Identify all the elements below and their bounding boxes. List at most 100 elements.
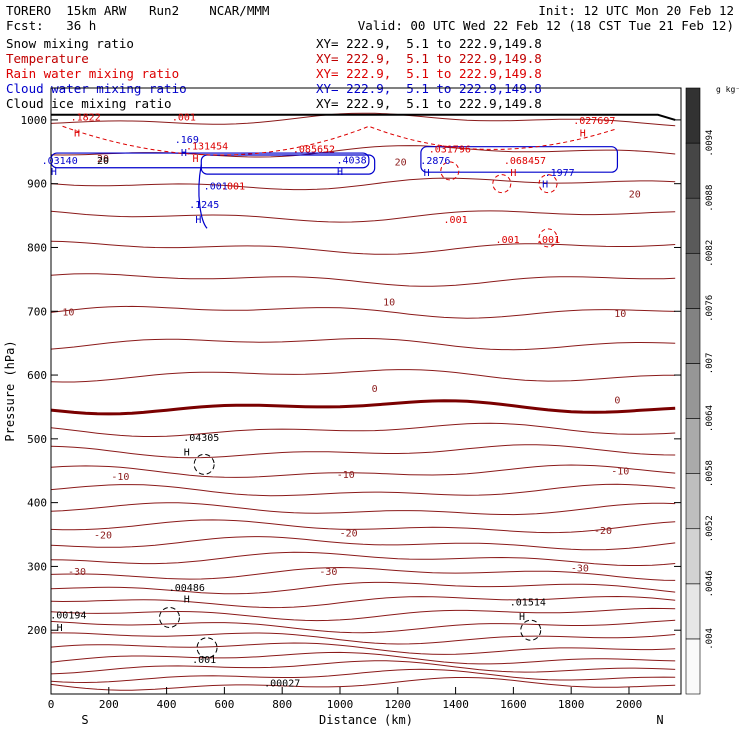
field-value-label: H [542, 180, 548, 191]
x-tick-label: 200 [99, 698, 119, 711]
isotherm-line [50, 444, 676, 459]
colorbar-segment [685, 418, 701, 474]
temperature-contour-label: -30 [319, 567, 337, 578]
field-value-label: .001 [192, 655, 216, 666]
y-tick-label: 200 [27, 624, 47, 637]
field-value-label: .2876 [420, 156, 450, 167]
field-value-label: .1977 [545, 168, 575, 179]
field-value-label: H [57, 623, 63, 634]
header-valid: Valid: 00 UTC Wed 22 Feb 12 (18 CST Tue … [357, 18, 734, 33]
field-value-label: H [337, 167, 343, 178]
field-value-label: .068457 [504, 156, 546, 167]
rain-water-contour [538, 174, 558, 194]
colorbar-unit: g kg⁻¹ [716, 85, 740, 94]
field-value-label: .001 [536, 235, 560, 246]
isotherm-line [50, 566, 676, 581]
field-value-label: .031796 [429, 145, 471, 156]
field-value-label: .04305 [183, 433, 219, 444]
field-value-label: H [580, 129, 586, 140]
header-init: Init: 12 UTC Mon 20 Feb 12 [538, 3, 734, 18]
field-value-label: .00194 [50, 610, 86, 621]
isotherm-line [50, 112, 676, 127]
temperature-contour-label: -30 [68, 567, 86, 578]
field-value-label: .1245 [189, 200, 219, 211]
temperature-contour-label: 10 [383, 298, 395, 309]
isotherm-line [50, 240, 676, 255]
isotherm-line [50, 677, 676, 691]
freezing-isotherm [50, 399, 676, 416]
field-value-label: .001 [496, 235, 520, 246]
isotherm-line [50, 273, 676, 287]
field-value-label: H [51, 167, 57, 178]
field-value-label: .169 [175, 135, 199, 146]
isotherm-line [50, 660, 676, 675]
colorbar-label: .004 [705, 628, 715, 650]
y-tick-label: 1000 [21, 114, 48, 127]
x-tick-label: 800 [272, 698, 292, 711]
colorbar-label: .0064 [705, 405, 715, 432]
field-value-label: .027697 [573, 116, 615, 127]
legend-field-xy: XY= 222.9, 5.1 to 222.9,149.8 [316, 51, 542, 66]
isotherm-line [50, 651, 676, 665]
field-value-label: .00486 [169, 583, 205, 594]
field-value-label: .1822 [71, 113, 101, 124]
colorbar-segment [685, 142, 701, 199]
x-tick-label: 1400 [442, 698, 469, 711]
rain-water-contour [440, 161, 460, 181]
field-value-label: H [519, 612, 525, 623]
left-end-label: S [81, 713, 88, 727]
isotherm-line [50, 668, 676, 684]
colorbar-segment [685, 528, 701, 585]
x-tick-label: 400 [157, 698, 177, 711]
field-value-label: 20 [97, 156, 109, 167]
colorbar-label: .0058 [705, 460, 715, 487]
x-axis-label: Distance (km) [319, 713, 413, 727]
field-value-label: H [74, 129, 80, 140]
colorbar-label: .0076 [705, 295, 715, 322]
y-tick-label: 300 [27, 560, 47, 573]
cloud-water-contour [420, 146, 619, 173]
legend-field-name: Snow mixing ratio [6, 36, 134, 51]
y-tick-label: 800 [27, 241, 47, 254]
field-value-label: H [424, 168, 430, 179]
isotherm-line [50, 619, 676, 634]
field-value-label: .131454 [186, 141, 228, 152]
snow-ice-contour [520, 619, 542, 641]
field-value-label: .001 [221, 182, 245, 193]
isotherm-line [51, 632, 676, 645]
right-end-label: N [656, 713, 663, 727]
colorbar-label: .0046 [705, 570, 715, 597]
legend-field-xy: XY= 222.9, 5.1 to 222.9,149.8 [316, 96, 542, 111]
header-fcst: Fcst: 36 h [6, 18, 97, 33]
isotherm-line [50, 551, 676, 566]
colorbar-label: .0052 [705, 515, 715, 542]
legend-field-name: Temperature [6, 51, 89, 66]
temperature-contour-label: -30 [571, 564, 589, 575]
isotherm-line [50, 369, 676, 383]
isotherm-line [50, 536, 676, 551]
field-value-label: .03140 [42, 156, 78, 167]
y-tick-label: 400 [27, 497, 47, 510]
snow-ice-contour [193, 453, 215, 475]
field-value-label: .4038 [336, 155, 366, 166]
colorbar-segment [685, 583, 701, 640]
temperature-contour-label: 0 [372, 384, 378, 395]
temperature-contour-label: -20 [94, 531, 112, 542]
isotherm-line [50, 483, 676, 497]
header-model: TORERO 15km ARW Run2 NCAR/MMM [6, 3, 270, 18]
snow-ice-contour [158, 606, 180, 628]
colorbar-label: .0088 [705, 185, 715, 212]
isotherm-line [50, 642, 676, 655]
plot-frame [50, 87, 682, 695]
field-value-label: H [184, 448, 190, 459]
isotherm-line [50, 581, 676, 595]
temperature-contour-label: -20 [340, 529, 358, 540]
field-value-label: H [181, 148, 187, 159]
temperature-contour-label: 20 [97, 154, 109, 165]
colorbar-label: .0082 [705, 240, 715, 267]
field-value-label: H [192, 154, 198, 165]
temperature-contour-label: -10 [611, 467, 629, 478]
y-tick-label: 700 [27, 305, 47, 318]
rain-water-contour [62, 125, 615, 156]
